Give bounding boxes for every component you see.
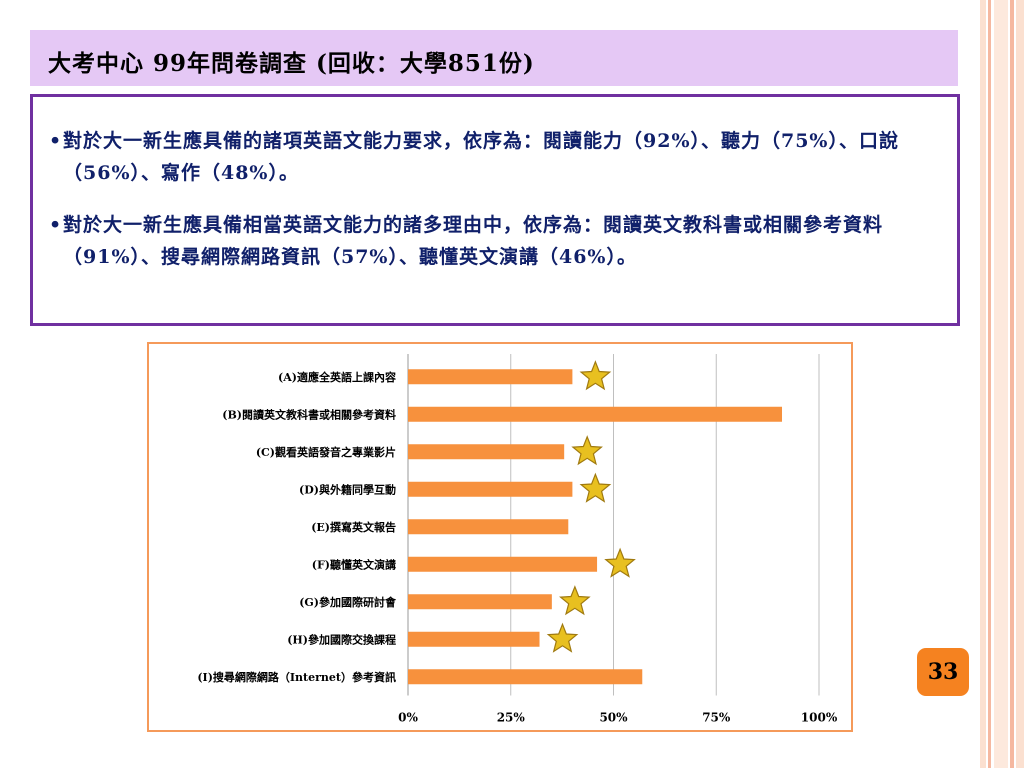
summary-text-box: • 對於大一新生應具備的諸項英語文能力要求，依序為：閱讀能力（92%）、聽力（7… (30, 94, 960, 326)
bullet-dot: • (49, 130, 63, 152)
survey-bar-chart: 0% 25% 50% 75% 100% (A)適應全英語上課內容 (B)閱讀英文教科書或相關… (147, 342, 853, 732)
bar (408, 406, 783, 422)
decorative-stripes (980, 0, 1024, 768)
x-tick-label: 0% (398, 711, 418, 725)
category-label: (C)觀看英語發音之專業影片 (256, 445, 396, 459)
category-label: (F)聽懂英文演講 (312, 557, 396, 571)
bar (408, 594, 552, 610)
bar (408, 481, 573, 497)
category-label: (G)參加國際研討會 (299, 595, 397, 609)
bar (408, 669, 643, 685)
bullet-item: • 對於大一新生應具備的諸項英語文能力要求，依序為：閱讀能力（92%）、聽力（7… (49, 125, 923, 189)
category-label: (H)參加國際交換課程 (287, 632, 396, 646)
star-icon (579, 472, 612, 503)
category-label: (B)閱讀英文教科書或相關參考資料 (222, 407, 396, 421)
bar (408, 369, 573, 385)
category-label: (E)撰寫英文報告 (311, 520, 396, 534)
star-icon (604, 547, 636, 578)
category-label: (A)適應全英語上課內容 (278, 370, 396, 384)
bar (408, 556, 598, 572)
star-icon (579, 360, 612, 391)
x-tick-label: 50% (599, 711, 628, 725)
bullet-text: 對於大一新生應具備相當英語文能力的諸多理由中，依序為：閱讀英文教科書或相關參考資… (63, 214, 884, 268)
category-label: (D)與外籍同學互動 (299, 482, 396, 496)
bar (408, 444, 565, 460)
x-tick-label: 75% (702, 711, 731, 725)
star-icon (571, 435, 603, 466)
star-icon (559, 585, 591, 616)
chart-canvas: 0% 25% 50% 75% 100% (A)適應全英語上課內容 (B)閱讀英文教科書或相關… (197, 354, 838, 725)
x-tick-label: 100% (801, 711, 838, 725)
bullet-text: 對於大一新生應具備的諸項英語文能力要求，依序為：閱讀能力（92%）、聽力（75%… (63, 130, 899, 184)
bullet-item: • 對於大一新生應具備相當英語文能力的諸多理由中，依序為：閱讀英文教科書或相關參… (49, 209, 923, 273)
title-bar: 大考中心 99年問卷調查 (回收：大學851份) (30, 30, 958, 86)
bar (408, 519, 569, 535)
category-label: (I)搜尋網際網路（Internet）參考資訊 (197, 670, 396, 684)
slide-title: 大考中心 99年問卷調查 (回收：大學851份) (48, 50, 535, 77)
star-icon (546, 622, 579, 653)
page-number-badge: 33 (917, 648, 969, 696)
bullet-dot: • (49, 214, 63, 236)
x-tick-label: 25% (497, 711, 526, 725)
bar (408, 631, 540, 647)
